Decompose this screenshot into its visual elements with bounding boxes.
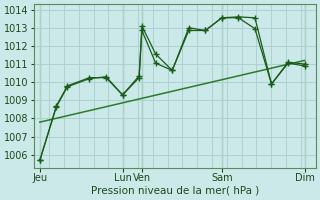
X-axis label: Pression niveau de la mer( hPa ): Pression niveau de la mer( hPa ): [91, 186, 259, 196]
